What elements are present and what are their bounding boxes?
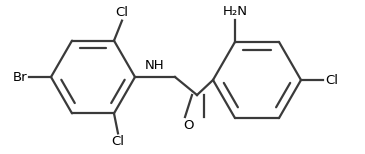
Text: Cl: Cl [115,6,128,19]
Text: Cl: Cl [325,73,338,87]
Text: H₂N: H₂N [223,5,247,18]
Text: Cl: Cl [111,135,124,148]
Text: NH: NH [145,59,165,72]
Text: Br: Br [12,71,27,83]
Text: O: O [183,119,193,132]
